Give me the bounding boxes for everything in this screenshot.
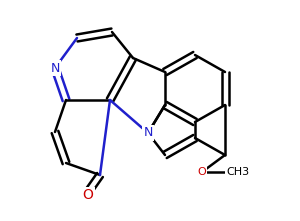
Text: O: O	[82, 188, 93, 202]
Text: O: O	[198, 167, 206, 177]
Text: N: N	[143, 126, 153, 139]
Text: N: N	[50, 61, 60, 74]
Text: CH3: CH3	[226, 167, 250, 177]
